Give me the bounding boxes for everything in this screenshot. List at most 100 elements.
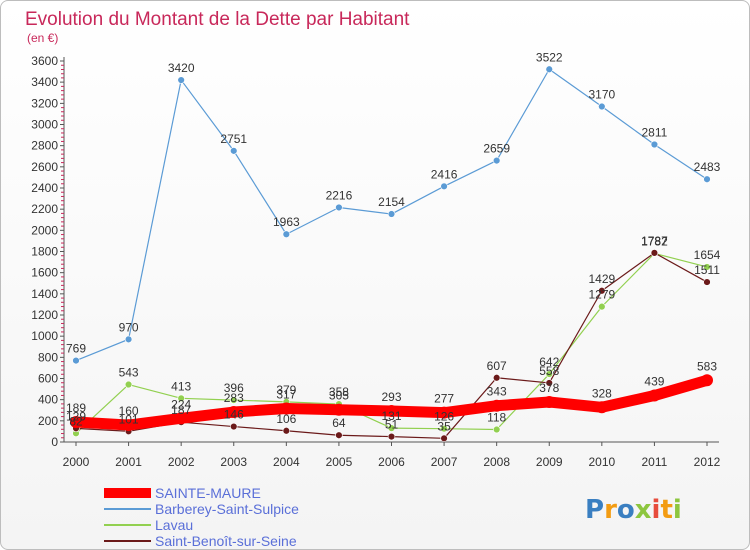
data-label: 558 — [539, 364, 559, 378]
data-point — [70, 415, 82, 428]
data-point — [385, 404, 398, 417]
data-point — [543, 395, 556, 408]
data-label: 51 — [385, 418, 399, 432]
data-point — [124, 335, 133, 344]
data-point — [72, 356, 80, 365]
data-label: 328 — [592, 386, 612, 400]
data-point — [492, 374, 501, 382]
data-label: 379 — [276, 383, 296, 397]
logo-letter: r — [604, 495, 617, 525]
data-label: 2659 — [483, 142, 510, 156]
data-point — [703, 175, 711, 183]
data-label: 1279 — [588, 288, 615, 302]
data-label: 3522 — [536, 50, 563, 64]
legend: SAINTE-MAUREBarberey-Saint-SulpiceLavauS… — [104, 485, 299, 549]
data-point — [230, 396, 238, 404]
data-point — [598, 287, 606, 295]
data-point — [280, 402, 293, 415]
data-point — [175, 412, 188, 425]
data-label: 189 — [66, 401, 86, 415]
data-label: 769 — [66, 342, 86, 356]
y-tick-label: 0 — [51, 435, 58, 449]
y-tick-label: 3400 — [31, 75, 58, 89]
y-tick-label: 1200 — [31, 308, 58, 322]
data-label: 160 — [119, 404, 139, 418]
x-tick-label: 2000 — [63, 455, 90, 469]
data-point — [227, 406, 240, 419]
logo-letter: i — [652, 495, 661, 525]
data-point — [648, 389, 661, 402]
data-label: 2416 — [431, 167, 458, 181]
data-label: 277 — [434, 392, 454, 406]
data-label: 343 — [487, 385, 507, 399]
data-point — [282, 230, 291, 238]
data-point — [335, 431, 343, 439]
data-point — [282, 427, 291, 435]
y-tick-label: 2400 — [31, 181, 58, 195]
data-label: 305 — [329, 389, 349, 403]
data-point — [703, 263, 711, 271]
data-point — [545, 370, 553, 378]
data-label: 1654 — [694, 248, 721, 262]
data-label: 224 — [171, 397, 191, 411]
data-label: 1963 — [273, 215, 300, 229]
logo-letter: t — [660, 495, 672, 525]
x-tick-label: 2010 — [588, 455, 615, 469]
y-tick-label: 1800 — [31, 245, 58, 259]
data-label: 1429 — [588, 272, 615, 286]
data-label: 583 — [697, 359, 717, 373]
x-tick-label: 2001 — [115, 455, 142, 469]
chart-title: Evolution du Montant de la Dette par Hab… — [25, 9, 410, 30]
data-label: 2216 — [326, 188, 353, 202]
data-label: 106 — [276, 412, 296, 426]
legend-label: Saint-Benoît-sur-Seine — [155, 533, 297, 549]
data-label: 101 — [119, 412, 139, 426]
data-point — [230, 147, 238, 155]
data-label: 413 — [171, 379, 191, 393]
x-tick-label: 2005 — [326, 455, 353, 469]
data-point — [492, 156, 501, 165]
x-tick-label: 2008 — [483, 455, 510, 469]
data-point — [177, 76, 185, 84]
y-tick-label: 3000 — [31, 118, 58, 132]
legend-label: Lavau — [155, 517, 193, 533]
y-tick-label: 2000 — [31, 223, 58, 237]
data-point — [387, 432, 396, 441]
y-tick-label: 3600 — [31, 54, 58, 68]
logo-letter: P — [585, 495, 604, 525]
data-point — [438, 406, 451, 419]
data-point — [124, 380, 133, 389]
data-point — [440, 434, 448, 442]
data-point — [650, 140, 659, 149]
data-label: 129 — [66, 409, 86, 423]
data-label: 283 — [224, 391, 244, 405]
data-label: 2483 — [694, 160, 721, 174]
data-label: 35 — [437, 419, 451, 433]
y-tick-label: 2800 — [31, 139, 58, 153]
data-point — [545, 65, 553, 73]
data-labels-layer: 769 970 3420 2751 1963 2216 2154 2416 2659 3522 31… — [66, 50, 721, 433]
x-tick-label: 2002 — [168, 455, 195, 469]
data-label: 642 — [539, 355, 559, 369]
data-point — [335, 203, 343, 212]
data-point — [230, 422, 238, 431]
x-tick-label: 2004 — [273, 455, 300, 469]
data-label: 607 — [487, 359, 507, 373]
data-label: 3420 — [168, 61, 195, 75]
data-point — [122, 419, 135, 432]
data-label: 2811 — [642, 126, 668, 140]
y-tick-label: 1400 — [31, 287, 58, 301]
data-point — [332, 403, 345, 416]
y-tick-label: 2600 — [31, 160, 58, 174]
y-tick-label: 3200 — [31, 96, 58, 110]
axes: 0 200 400 600 800 1000 1200 1400 1600 1800 2000 220… — [31, 54, 720, 469]
logo-letter: i — [673, 495, 682, 525]
data-point — [595, 401, 608, 414]
data-point — [598, 102, 606, 111]
data-label: 64 — [332, 416, 346, 430]
x-tick-label: 2011 — [642, 455, 668, 469]
data-label: 293 — [381, 390, 401, 404]
x-tick-label: 2003 — [220, 455, 247, 469]
